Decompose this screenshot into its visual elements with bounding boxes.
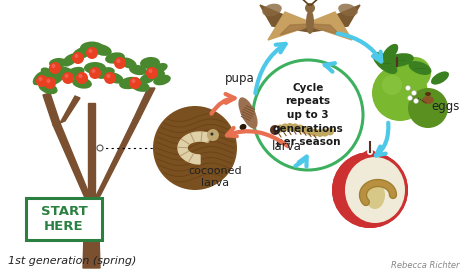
Ellipse shape [54, 66, 76, 80]
Polygon shape [178, 132, 213, 164]
Text: cocooned
larva: cocooned larva [188, 166, 242, 188]
Circle shape [281, 123, 289, 131]
Circle shape [332, 152, 408, 228]
Ellipse shape [363, 150, 377, 160]
Ellipse shape [347, 161, 397, 219]
Text: Cycle
repeats
up to 3
generations
per season: Cycle repeats up to 3 generations per se… [272, 83, 343, 147]
Polygon shape [133, 88, 155, 120]
Circle shape [129, 77, 141, 89]
Circle shape [253, 60, 363, 170]
Circle shape [321, 129, 329, 136]
Circle shape [49, 62, 61, 74]
Circle shape [405, 86, 411, 91]
Ellipse shape [45, 70, 65, 86]
Polygon shape [60, 96, 80, 123]
Ellipse shape [72, 47, 92, 59]
Ellipse shape [240, 124, 246, 130]
Circle shape [75, 54, 79, 58]
Ellipse shape [95, 67, 115, 79]
Circle shape [88, 49, 93, 53]
Circle shape [306, 128, 314, 136]
Ellipse shape [145, 68, 165, 79]
Circle shape [301, 126, 309, 134]
Circle shape [316, 129, 324, 137]
Polygon shape [88, 103, 95, 198]
Circle shape [326, 127, 334, 135]
Circle shape [286, 123, 294, 131]
Circle shape [131, 79, 135, 83]
Circle shape [114, 57, 126, 69]
Circle shape [62, 72, 74, 84]
Ellipse shape [65, 67, 85, 79]
Ellipse shape [262, 4, 282, 16]
Circle shape [52, 64, 55, 68]
Circle shape [291, 123, 299, 131]
Ellipse shape [238, 97, 258, 129]
Circle shape [64, 74, 69, 78]
Ellipse shape [382, 44, 398, 62]
Ellipse shape [140, 72, 157, 84]
Circle shape [116, 59, 121, 63]
Circle shape [270, 125, 280, 135]
Circle shape [399, 57, 431, 89]
Ellipse shape [84, 62, 106, 74]
Circle shape [149, 69, 152, 73]
Circle shape [44, 77, 56, 89]
Ellipse shape [365, 181, 385, 209]
Polygon shape [83, 198, 100, 268]
Ellipse shape [338, 4, 358, 16]
Circle shape [305, 3, 315, 13]
Circle shape [146, 67, 158, 79]
Polygon shape [95, 118, 140, 198]
Polygon shape [280, 24, 310, 35]
Ellipse shape [130, 80, 150, 92]
Ellipse shape [38, 82, 58, 94]
Text: 1st generation (spring): 1st generation (spring) [8, 256, 136, 266]
Ellipse shape [140, 57, 160, 69]
Circle shape [311, 129, 319, 136]
Circle shape [408, 96, 412, 101]
Circle shape [76, 72, 88, 84]
Ellipse shape [49, 58, 67, 68]
Polygon shape [53, 123, 90, 198]
Polygon shape [310, 12, 352, 40]
Ellipse shape [422, 96, 434, 104]
Polygon shape [260, 5, 310, 32]
Text: pupa: pupa [225, 71, 255, 85]
Ellipse shape [152, 63, 167, 73]
Circle shape [89, 67, 101, 79]
Ellipse shape [119, 57, 137, 69]
Text: eggs: eggs [432, 100, 460, 113]
Ellipse shape [386, 53, 414, 67]
Circle shape [274, 127, 278, 130]
Ellipse shape [92, 44, 112, 56]
FancyBboxPatch shape [26, 198, 102, 240]
Circle shape [38, 77, 43, 81]
Ellipse shape [306, 10, 314, 34]
Text: Rebecca Richter: Rebecca Richter [392, 261, 460, 270]
Circle shape [276, 125, 284, 133]
Polygon shape [43, 93, 60, 125]
Ellipse shape [367, 149, 373, 155]
Text: START
HERE: START HERE [41, 205, 88, 233]
Circle shape [97, 145, 103, 151]
Ellipse shape [409, 61, 431, 75]
Circle shape [207, 129, 219, 141]
Polygon shape [268, 12, 310, 40]
Circle shape [210, 133, 213, 136]
Ellipse shape [72, 77, 92, 89]
Polygon shape [310, 5, 360, 32]
Ellipse shape [431, 71, 449, 85]
Ellipse shape [425, 92, 431, 96]
Ellipse shape [62, 53, 78, 67]
Ellipse shape [33, 71, 47, 85]
Circle shape [86, 47, 98, 59]
Ellipse shape [80, 41, 104, 54]
Circle shape [46, 79, 51, 83]
Ellipse shape [332, 152, 408, 228]
Ellipse shape [345, 157, 405, 223]
Ellipse shape [41, 68, 55, 79]
Circle shape [91, 69, 96, 73]
Text: larva: larva [272, 140, 302, 153]
